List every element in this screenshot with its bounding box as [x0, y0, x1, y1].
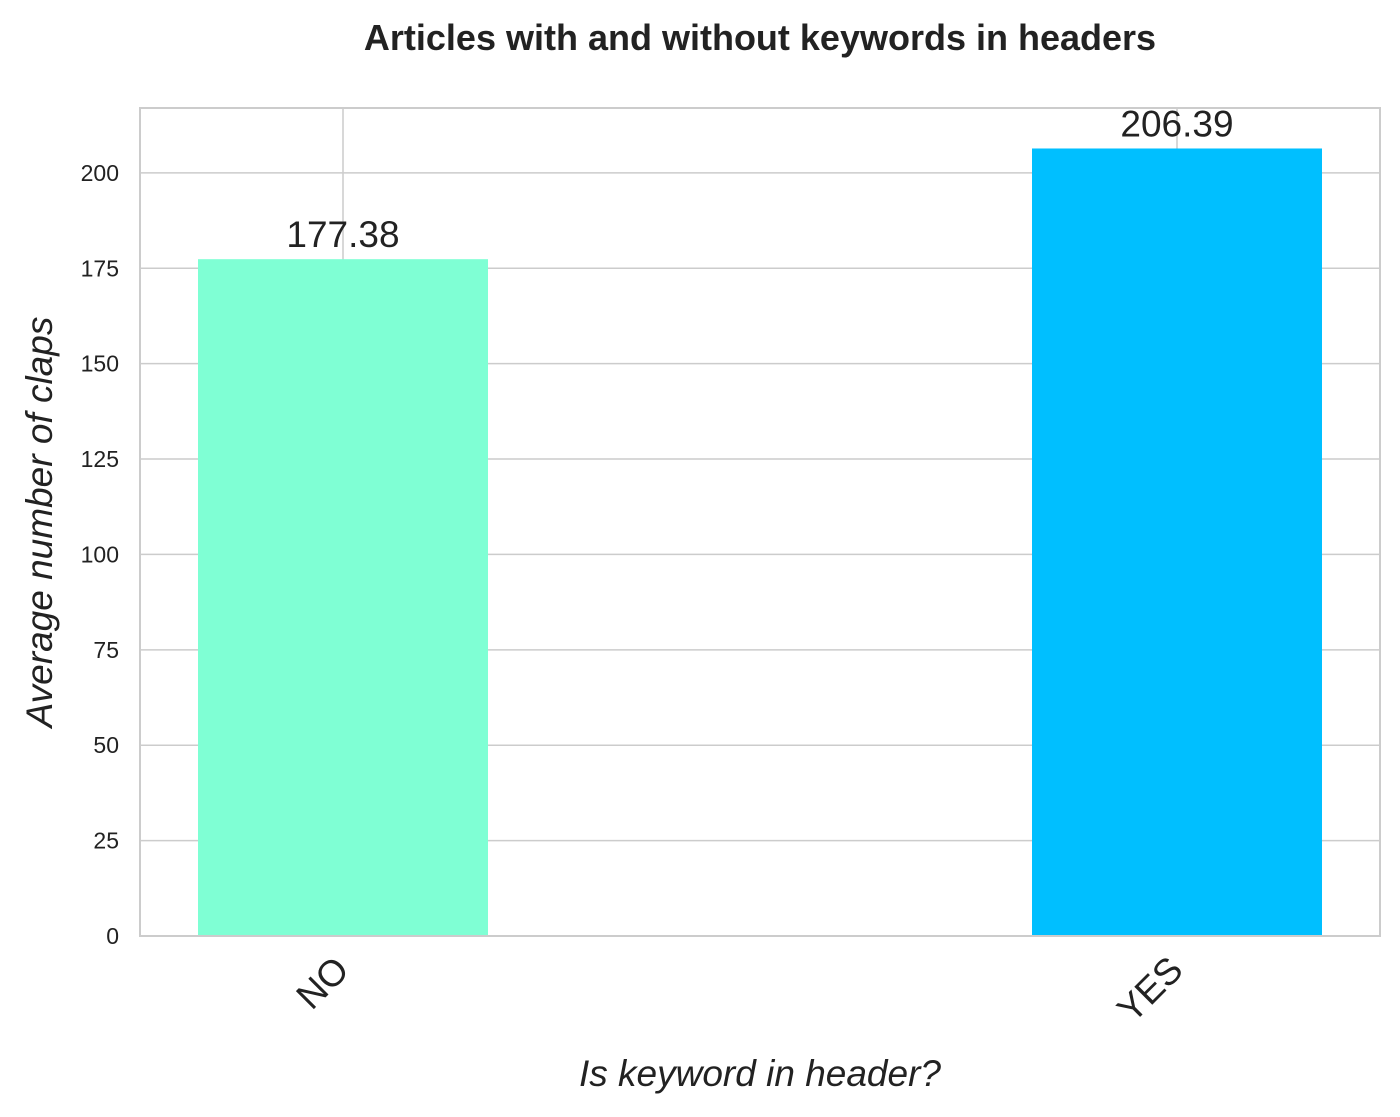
bar-no	[198, 259, 488, 937]
y-tick-label: 200	[81, 160, 119, 186]
x-tick-label: YES	[1109, 949, 1190, 1030]
y-tick-label: 0	[106, 923, 119, 949]
data-labels: 177.38 206.39	[286, 103, 1233, 255]
x-axis-label: Is keyword in header?	[579, 1053, 941, 1094]
y-tick-label: 75	[93, 637, 119, 663]
chart-title: Articles with and without keywords in he…	[364, 17, 1156, 58]
y-tick-label: 100	[81, 541, 119, 567]
bar-value-label: 177.38	[286, 214, 399, 255]
y-axis-label: Average number of claps	[19, 317, 60, 730]
y-tick-labels: 0 25 50 75 100 125 150 175 200	[81, 160, 119, 949]
x-tick-label: NO	[288, 949, 356, 1017]
y-tick-label: 175	[81, 255, 119, 281]
y-tick-label: 125	[81, 446, 119, 472]
plot-frame	[139, 107, 1381, 937]
bar-value-label: 206.39	[1120, 103, 1233, 144]
y-tick-label: 25	[93, 828, 119, 854]
y-tick-label: 50	[93, 732, 119, 758]
y-tick-label: 150	[81, 351, 119, 377]
bars	[198, 148, 1322, 937]
bar-yes	[1032, 148, 1322, 936]
x-tick-labels: NO YES	[288, 949, 1190, 1030]
